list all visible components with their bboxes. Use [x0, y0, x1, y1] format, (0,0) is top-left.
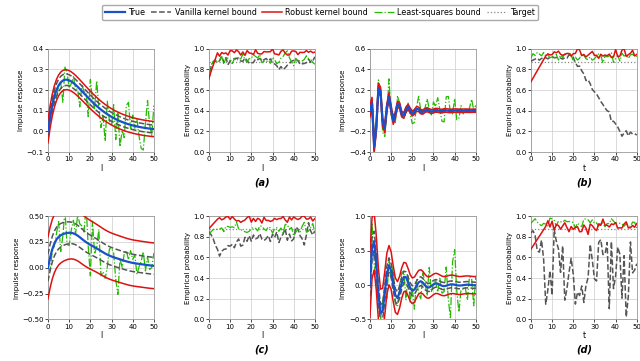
Y-axis label: Impulse response: Impulse response [18, 70, 24, 131]
Y-axis label: Empirical probability: Empirical probability [507, 232, 513, 304]
Y-axis label: Impulse response: Impulse response [340, 237, 346, 299]
Y-axis label: Impulse response: Impulse response [13, 237, 20, 299]
Y-axis label: Impulse response: Impulse response [340, 70, 346, 131]
Y-axis label: Empirical probability: Empirical probability [507, 64, 513, 136]
Text: (d): (d) [576, 344, 592, 355]
X-axis label: l: l [422, 164, 424, 173]
Legend: True, Vanilla kernel bound, Robust kernel bound, Least-squares bound, Target: True, Vanilla kernel bound, Robust kerne… [102, 5, 538, 20]
X-axis label: t: t [582, 331, 586, 340]
X-axis label: l: l [100, 164, 102, 173]
Text: (a): (a) [254, 177, 269, 187]
X-axis label: l: l [260, 331, 263, 340]
Text: (b): (b) [576, 177, 592, 187]
Y-axis label: Empirical probability: Empirical probability [185, 232, 191, 304]
X-axis label: l: l [422, 331, 424, 340]
Text: (c): (c) [255, 344, 269, 355]
Y-axis label: Empirical probability: Empirical probability [185, 64, 191, 136]
X-axis label: l: l [100, 331, 102, 340]
X-axis label: t: t [582, 164, 586, 173]
X-axis label: l: l [260, 164, 263, 173]
